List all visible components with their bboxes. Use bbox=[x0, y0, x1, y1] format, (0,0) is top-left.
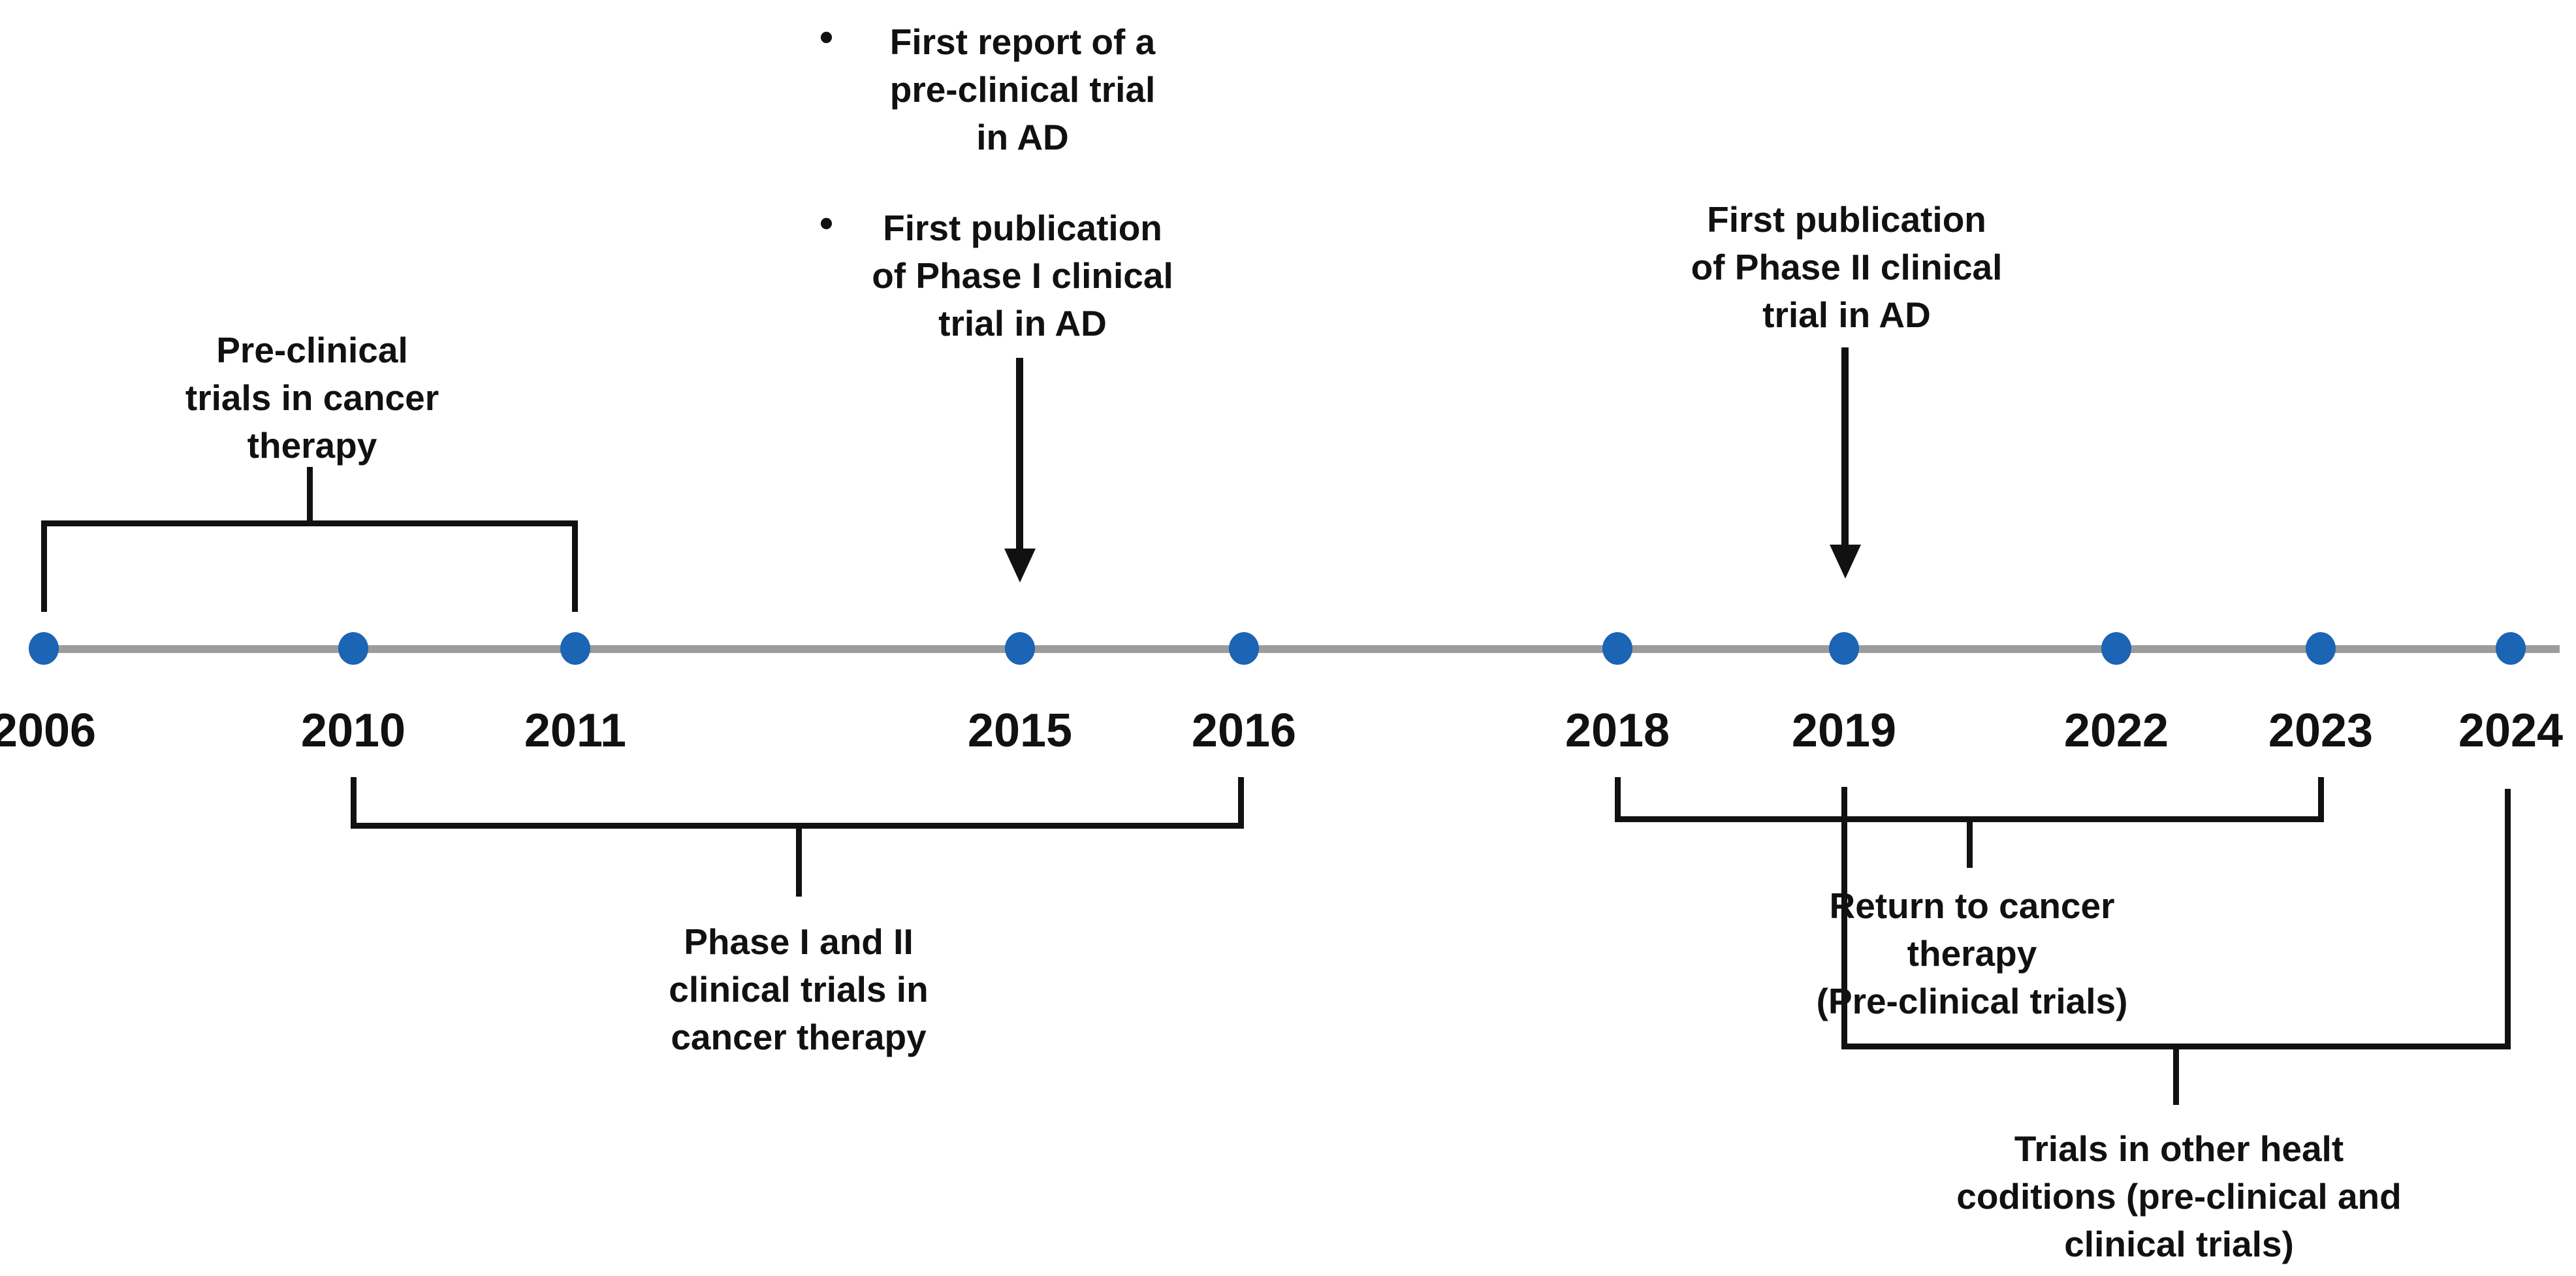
timeline-dot-2010 bbox=[338, 632, 368, 665]
year-label-2006: 2006 bbox=[0, 705, 97, 757]
year-label-2011: 2011 bbox=[524, 705, 627, 757]
note-line: therapy bbox=[247, 425, 377, 466]
year-label-2015: 2015 bbox=[967, 705, 1073, 757]
bracket-2010-2016-left-leg bbox=[351, 777, 357, 829]
note-line: First publication bbox=[883, 208, 1162, 248]
arrow-to-2015-stem bbox=[1016, 358, 1023, 550]
bracket-2018-2023-bar bbox=[1615, 816, 2324, 822]
bracket-2006-2011-stem bbox=[307, 467, 313, 523]
arrow-to-2015-head bbox=[1004, 549, 1036, 582]
timeline-dot-2019 bbox=[1829, 632, 1859, 665]
year-label-2016: 2016 bbox=[1191, 705, 1297, 757]
bracket-2006-2011-left-leg bbox=[41, 520, 47, 612]
bracket-2018-2023-left-leg bbox=[1615, 777, 1621, 822]
note-line: of Phase I clinical bbox=[872, 255, 1173, 296]
note-line: coditions (pre-clinical and bbox=[1956, 1176, 2402, 1217]
note-line: pre-clinical trial bbox=[889, 69, 1156, 110]
year-label-2022: 2022 bbox=[2063, 705, 2169, 757]
bracket-2010-2016-bar bbox=[351, 823, 1244, 829]
note-phase1-2-cancer: Phase I and II clinical trials in cancer… bbox=[570, 918, 1027, 1061]
bracket-2019-2024-stem bbox=[2173, 1049, 2179, 1105]
timeline-dot-2016 bbox=[1229, 632, 1259, 665]
timeline-dot-2022 bbox=[2101, 632, 2131, 665]
year-label-2018: 2018 bbox=[1565, 705, 1670, 757]
note-line: therapy bbox=[1907, 933, 2037, 974]
year-label-2023: 2023 bbox=[2268, 705, 2374, 757]
note-line: Phase I and II bbox=[684, 921, 914, 962]
note-first-report: First report of a pre-clinical trial in … bbox=[794, 18, 1251, 161]
timeline-dot-2018 bbox=[1602, 632, 1632, 665]
note-first-pub-phase1: First publication of Phase I clinical tr… bbox=[794, 204, 1251, 347]
note-line: trial in AD bbox=[938, 303, 1107, 343]
note-line: trials in cancer bbox=[185, 377, 439, 418]
timeline-dot-2006 bbox=[29, 632, 59, 665]
timeline-dot-2023 bbox=[2306, 632, 2336, 665]
note-line: trial in AD bbox=[1762, 295, 1931, 335]
bullet-icon: • bbox=[819, 15, 834, 59]
note-preclinical-cancer: Pre-clinical trials in cancer therapy bbox=[84, 327, 541, 470]
timeline-dot-2024 bbox=[2496, 632, 2526, 665]
year-label-2010: 2010 bbox=[300, 705, 406, 757]
note-return-cancer: Return to cancer therapy (Pre-clinical t… bbox=[1743, 882, 2201, 1025]
bullet-icon: • bbox=[819, 201, 834, 245]
year-label-2024: 2024 bbox=[2458, 705, 2564, 757]
note-line: of Phase II clinical bbox=[1691, 247, 2003, 287]
bracket-2006-2011-bar bbox=[41, 520, 578, 526]
bracket-2019-2024-left-leg bbox=[1841, 787, 1847, 1049]
note-line: clinical trials in bbox=[669, 969, 929, 1010]
arrow-to-2019-head bbox=[1830, 545, 1861, 579]
timeline-dot-2011 bbox=[560, 632, 590, 665]
note-line: in AD bbox=[976, 117, 1069, 157]
bracket-2010-2016-right-leg bbox=[1238, 777, 1244, 829]
year-label-2019: 2019 bbox=[1791, 705, 1897, 757]
note-line: (Pre-clinical trials) bbox=[1816, 981, 2128, 1021]
note-line: Return to cancer bbox=[1829, 885, 2115, 926]
bracket-2010-2016-stem bbox=[796, 829, 802, 897]
timeline-dot-2015 bbox=[1005, 632, 1035, 665]
note-line: Trials in other healt bbox=[2014, 1128, 2344, 1169]
note-line: Pre-clinical bbox=[216, 330, 408, 370]
note-line: First publication bbox=[1707, 199, 1986, 240]
bracket-2019-2024-bar bbox=[1841, 1044, 2511, 1049]
timeline-line bbox=[29, 645, 2560, 653]
note-line: clinical trials) bbox=[2064, 1224, 2294, 1264]
note-line: cancer therapy bbox=[671, 1017, 927, 1057]
note-first-pub-phase2: First publication of Phase II clinical t… bbox=[1618, 196, 2075, 339]
bracket-2018-2023-stem bbox=[1967, 822, 1973, 868]
note-other-health: Trials in other healt coditions (pre-cli… bbox=[1885, 1125, 2473, 1268]
arrow-to-2019-stem bbox=[1841, 347, 1849, 547]
bracket-2018-2023-right-leg bbox=[2318, 777, 2324, 822]
bracket-2019-2024-right-leg bbox=[2505, 789, 2511, 1049]
note-line: First report of a bbox=[889, 22, 1156, 62]
bracket-2006-2011-right-leg bbox=[572, 520, 578, 612]
